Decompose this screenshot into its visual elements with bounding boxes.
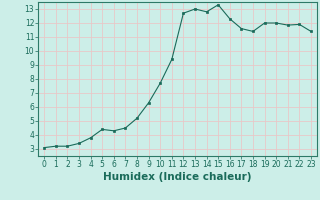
X-axis label: Humidex (Indice chaleur): Humidex (Indice chaleur) [103,172,252,182]
